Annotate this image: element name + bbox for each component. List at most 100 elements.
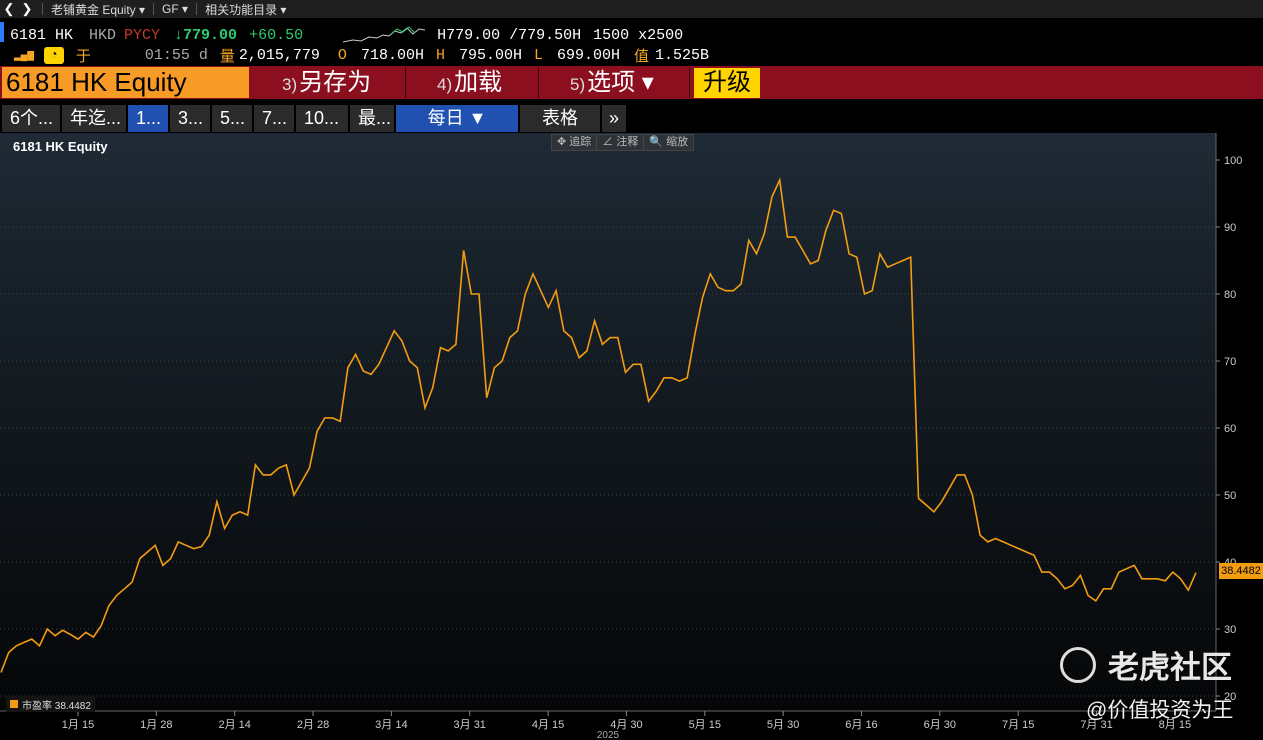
quote-yu-label: 于 (75, 48, 91, 66)
high-label: H (435, 46, 445, 64)
low-value: 699.00H (557, 46, 621, 64)
options-dropdown[interactable]: 5)选项 ▾ (540, 67, 690, 98)
x-tick-label: 1月 15 (62, 719, 94, 731)
quote-time: 01:55 d (144, 46, 208, 64)
signal-bars-icon: ▂▄▆ (14, 50, 34, 62)
function-bar: 6181 HK Equity 3)另存为 4)加载 5)选项 ▾ 升级 (0, 66, 1263, 99)
save-as-button[interactable]: 3)另存为 (252, 67, 406, 98)
load-label: 加载 (454, 69, 503, 96)
tab-range-3y[interactable]: 3... (170, 105, 210, 132)
x-tick-label: 6月 16 (845, 719, 877, 731)
back-icon[interactable]: ❮ (3, 1, 15, 16)
y-axis-ticks: 2030405060708090100 (1216, 155, 1242, 703)
x-axis-ticks: 1月 15 1月 28 2月 14 2月 28 3月 14 3月 31 4月 15 4月 30… (62, 711, 1191, 731)
x-tick-label: 7月 31 (1080, 719, 1112, 731)
x-axis-title: 2025 (597, 730, 620, 740)
save-as-label: 另存为 (299, 69, 372, 96)
x-tick-label: 6月 30 (924, 719, 956, 731)
legend-label: 市盈率 38.4482 (22, 700, 91, 712)
x-tick-label: 3月 14 (375, 719, 407, 731)
y-tick-label: 50 (1224, 490, 1236, 502)
breadcrumb-security[interactable]: 老铺黄金 Equity ▾ (51, 2, 146, 17)
open-label: O (337, 46, 347, 64)
quote-ticker: 6181 HK (10, 26, 74, 44)
quote-pycy: PYCY (124, 26, 161, 44)
gauge-icon[interactable]: ◔ (43, 46, 64, 64)
y-tick-label: 100 (1224, 155, 1242, 167)
tab-range-6m[interactable]: 6个... (2, 105, 60, 132)
quote-header: 6181 HK HKD PYCY ↓779.00 +60.50 H779.00 … (0, 20, 1263, 66)
y-tick-label: 80 (1224, 289, 1236, 301)
watermark-handle: @价值投资为王 (1086, 699, 1234, 722)
x-tick-label: 4月 30 (610, 719, 642, 731)
quote-bid-ask: H779.00 /779.50H (437, 26, 582, 44)
y-tick-label: 30 (1224, 624, 1236, 636)
y-tick-label: 90 (1224, 222, 1236, 234)
plot-background (0, 133, 1216, 711)
chart-title: 6181 HK Equity (13, 139, 108, 154)
security-input[interactable]: 6181 HK Equity (2, 67, 249, 98)
range-tabs: 6个... 年迄... 1... 3... 5... 7... 10... 最.… (0, 105, 1263, 132)
focus-marker (0, 22, 4, 42)
y-tick-label: 60 (1224, 423, 1236, 435)
open-value: 718.00H (360, 46, 424, 64)
load-button[interactable]: 4)加载 (407, 67, 539, 98)
volume-value: 2,015,779 (238, 46, 320, 64)
x-tick-label: 3月 31 (454, 719, 486, 731)
quote-size: 1500 x2500 (593, 26, 684, 44)
chart-toolbar: ✥ 追踪 ∠ 注释 🔍 缩放 (551, 134, 695, 151)
watermark-brand-text: 老虎社区 (1108, 650, 1232, 685)
tab-range-5y[interactable]: 5... (212, 105, 252, 132)
more-tabs-button[interactable]: » (602, 105, 626, 132)
y-tick-label: 20 (1224, 691, 1236, 703)
tab-range-10y[interactable]: 10... (296, 105, 348, 132)
quote-line-2: ▂▄▆ ◔ 于 01:55 d 量 2,015,779 O 718.00H H … (14, 44, 709, 66)
x-tick-label: 5月 15 (689, 719, 721, 731)
intraday-sparkline (343, 26, 426, 43)
y-tick-label: 70 (1224, 356, 1236, 368)
pe-ratio-line (0, 177, 1197, 673)
annotate-tool-button[interactable]: ∠ 注释 (597, 135, 645, 150)
gridlines (0, 159, 1216, 697)
breadcrumb-related-menu[interactable]: 相关功能目录 ▾ (205, 2, 287, 17)
tab-range-7y[interactable]: 7... (254, 105, 294, 132)
quote-change: +60.50 (249, 26, 304, 44)
watermark-brand: 老虎社区 (1060, 642, 1232, 687)
volume-label: 量 (219, 48, 235, 66)
table-button[interactable]: 表格 (520, 105, 600, 132)
quote-line-1: 6181 HK HKD PYCY ↓779.00 +60.50 H779.00 … (10, 24, 683, 46)
low-label: L (533, 46, 543, 64)
tab-range-ytd[interactable]: 年迄... (62, 105, 126, 132)
x-tick-label: 5月 30 (767, 719, 799, 731)
nav-bar: ❮ ❯ 老铺黄金 Equity ▾ GF ▾ 相关功能目录 ▾ (0, 0, 1263, 18)
tiger-logo-icon (1060, 646, 1096, 683)
forward-icon[interactable]: ❯ (21, 1, 33, 16)
value-label: 值 (634, 48, 650, 66)
x-tick-label: 8月 15 (1159, 719, 1191, 731)
quote-last-price: ↓779.00 (174, 26, 238, 44)
legend-swatch (10, 700, 18, 708)
chart-legend[interactable]: 市盈率 38.4482 (6, 696, 95, 712)
options-label: 选项 ▾ (587, 69, 654, 96)
tab-range-max[interactable]: 最... (350, 105, 394, 132)
options-number: 5) (570, 75, 586, 94)
breadcrumb-function[interactable]: GF ▾ (162, 2, 189, 16)
x-tick-label: 2月 28 (297, 719, 329, 731)
upgrade-button[interactable]: 升级 (694, 68, 760, 98)
tab-range-1y[interactable]: 1... (128, 105, 168, 132)
load-number: 4) (437, 75, 453, 94)
save-as-number: 3) (282, 75, 298, 94)
crosshair-tool-button[interactable]: ✥ 追踪 (552, 135, 598, 150)
x-tick-label: 2月 14 (218, 719, 250, 731)
quote-currency: HKD (89, 26, 117, 44)
frequency-dropdown[interactable]: 每日 ▼ (396, 105, 518, 132)
x-tick-label: 7月 15 (1002, 719, 1034, 731)
zoom-tool-button[interactable]: 🔍 缩放 (649, 136, 689, 148)
nav-divider (42, 3, 43, 15)
nav-divider (196, 3, 198, 15)
traded-value: 1.525B (655, 46, 710, 64)
last-value-tag: 38.4482 (1219, 563, 1263, 579)
x-tick-label: 4月 15 (532, 719, 564, 731)
